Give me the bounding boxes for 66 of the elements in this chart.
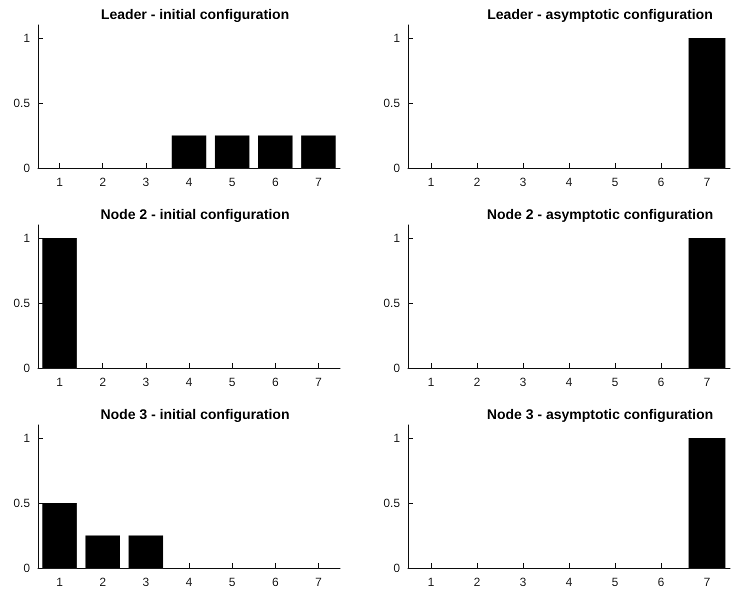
y-tick-label: 1	[23, 231, 30, 245]
y-tick-label: 0	[393, 361, 400, 375]
chart-title: Node 2 - asymptotic configuration	[486, 206, 714, 222]
x-tick-label: 3	[142, 375, 150, 389]
x-tick-label: 4	[566, 375, 573, 389]
x-tick-label: 6	[658, 375, 665, 389]
x-tick-label: 3	[142, 575, 150, 589]
y-tick-label: 0.5	[13, 296, 30, 310]
x-tick-label: 6	[658, 175, 665, 189]
x-tick-label: 7	[315, 375, 322, 389]
x-tick-label: 7	[315, 175, 322, 189]
x-tick-label: 1	[56, 175, 64, 189]
x-tick-label: 3	[520, 175, 527, 189]
y-tick-label: 0.5	[13, 496, 30, 510]
x-tick-label: 7	[704, 175, 711, 189]
x-tick-label: 6	[272, 575, 279, 589]
y-tick-label: 0.5	[383, 96, 400, 110]
x-tick-label: 2	[99, 175, 106, 189]
y-tick-label: 0	[393, 161, 400, 175]
x-tick-label: 1	[56, 375, 64, 389]
x-tick-label: 1	[56, 575, 64, 589]
x-tick-label: 1	[428, 575, 435, 589]
y-tick-label: 1	[393, 431, 400, 445]
x-tick-label: 5	[612, 375, 619, 389]
y-tick-label: 0	[23, 161, 30, 175]
x-tick-label: 3	[520, 375, 527, 389]
x-tick-label: 5	[612, 175, 619, 189]
x-tick-label: 2	[99, 375, 106, 389]
y-tick-label: 0.5	[383, 496, 400, 510]
chart-title: Leader - asymptotic configuration	[487, 6, 713, 22]
x-tick-label: 2	[99, 575, 106, 589]
x-tick-label: 1	[428, 175, 435, 189]
x-tick-label: 4	[186, 175, 193, 189]
y-tick-label: 1	[23, 431, 30, 445]
x-tick-label: 4	[566, 175, 573, 189]
x-tick-label: 7	[315, 575, 322, 589]
y-tick-label: 0.5	[383, 296, 400, 310]
x-tick-label: 4	[186, 375, 193, 389]
x-tick-label: 5	[228, 175, 236, 189]
y-tick-label: 1	[393, 31, 400, 45]
x-tick-label: 2	[474, 575, 481, 589]
x-tick-label: 4	[186, 575, 193, 589]
x-tick-label: 5	[612, 575, 619, 589]
y-tick-label: 1	[393, 231, 400, 245]
x-tick-label: 3	[142, 175, 150, 189]
x-tick-label: 6	[272, 375, 279, 389]
x-tick-label: 6	[272, 175, 279, 189]
x-tick-label: 7	[704, 375, 711, 389]
x-tick-label: 7	[704, 575, 711, 589]
chart-title: Node 3 - initial configuration	[100, 406, 290, 422]
y-tick-label: 0	[23, 561, 30, 575]
y-tick-label: 1	[23, 31, 30, 45]
chart-title: Node 3 - asymptotic configuration	[486, 406, 714, 422]
x-tick-label: 2	[474, 375, 481, 389]
y-tick-label: 0	[393, 561, 400, 575]
x-tick-label: 6	[658, 575, 665, 589]
x-tick-label: 4	[566, 575, 573, 589]
x-tick-label: 3	[520, 575, 527, 589]
chart-title: Node 2 - initial configuration	[100, 206, 290, 222]
y-tick-label: 0	[23, 361, 30, 375]
x-tick-label: 5	[228, 375, 236, 389]
y-tick-label: 0.5	[13, 96, 30, 110]
x-tick-label: 5	[228, 575, 236, 589]
x-tick-label: 2	[474, 175, 481, 189]
chart-title: Leader - initial configuration	[100, 6, 290, 22]
x-tick-label: 1	[428, 375, 435, 389]
